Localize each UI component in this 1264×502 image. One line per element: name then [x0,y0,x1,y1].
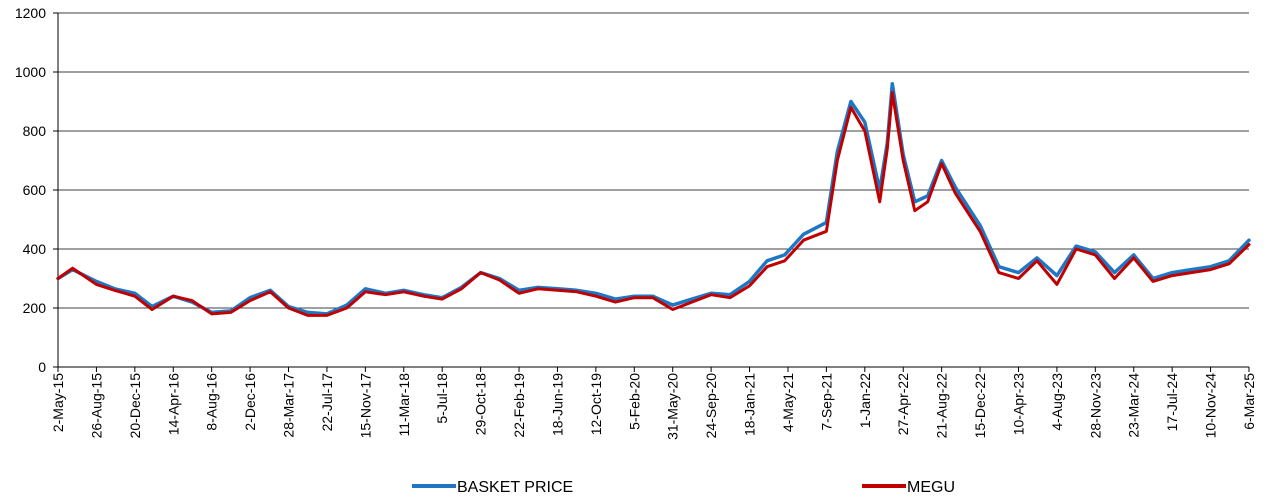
y-tick-label: 800 [23,123,47,139]
legend-label: MEGU [907,479,955,496]
x-tick-label: 17-Jul-24 [1164,373,1180,432]
x-tick-label: 27-Apr-22 [895,373,911,435]
x-tick-label: 26-Aug-15 [88,373,104,439]
x-tick-label: 2-Dec-16 [242,373,258,431]
x-tick-label: 15-Dec-22 [972,373,988,439]
x-tick-label: 10-Apr-23 [1010,373,1026,435]
x-tick-label: 23-Mar-24 [1126,373,1142,438]
x-tick-label: 21-Aug-22 [934,373,950,439]
x-tick-label: 4-May-21 [780,373,796,432]
series-line-basket-price [56,82,1251,316]
x-tick-label: 18-Jun-19 [549,373,565,436]
x-tick-label: 11-Mar-18 [396,373,412,437]
x-tick-label: 29-Oct-18 [473,373,489,435]
legend-label: BASKET PRICE [457,479,573,496]
legend: BASKET PRICE MEGU [412,479,955,496]
x-tick-label: 7-Sep-21 [818,373,834,431]
x-tick-label: 15-Nov-17 [357,373,373,439]
x-tick-label: 20-Dec-15 [127,373,143,439]
y-tick-label: 200 [23,300,47,316]
x-tick-label: 28-Mar-17 [281,373,297,438]
x-tick-label: 28-Nov-23 [1087,373,1103,439]
x-tick-label: 6-Mar-25 [1241,373,1257,430]
x-tick-label: 18-Jan-21 [742,373,758,436]
x-tick-label: 22-Jul-17 [319,373,335,432]
x-tick-label: 5-Feb-20 [626,373,642,430]
x-tick-label: 4-Aug-23 [1049,373,1065,431]
gridlines [58,12,1249,309]
x-tick-label: 31-May-20 [665,373,681,440]
y-tick-label: 0 [38,359,46,375]
x-tick-label: 10-Nov-24 [1203,373,1219,439]
series-lines [56,82,1251,317]
x-tick-label: 1-Jan-22 [857,373,873,428]
y-tick-label: 600 [23,182,47,198]
y-tick-label: 400 [23,241,47,257]
y-tick-label: 1000 [15,64,46,80]
x-tick-label: 24-Sep-20 [703,373,719,439]
x-tick-label: 5-Jul-18 [434,373,450,424]
y-tick-label: 1200 [15,5,46,21]
x-tick-label: 22-Feb-19 [511,373,527,438]
series-line-megu [56,91,1251,317]
x-tick-label: 14-Apr-16 [165,373,181,435]
x-tick-label: 8-Aug-16 [204,373,220,431]
x-tick-label: 2-May-15 [50,373,66,432]
axes: 0 200 400 600 800 1000 1200 2-May-15 26-Aug-15 20… [15,5,1257,440]
x-tick-label: 12-Oct-19 [588,373,604,435]
